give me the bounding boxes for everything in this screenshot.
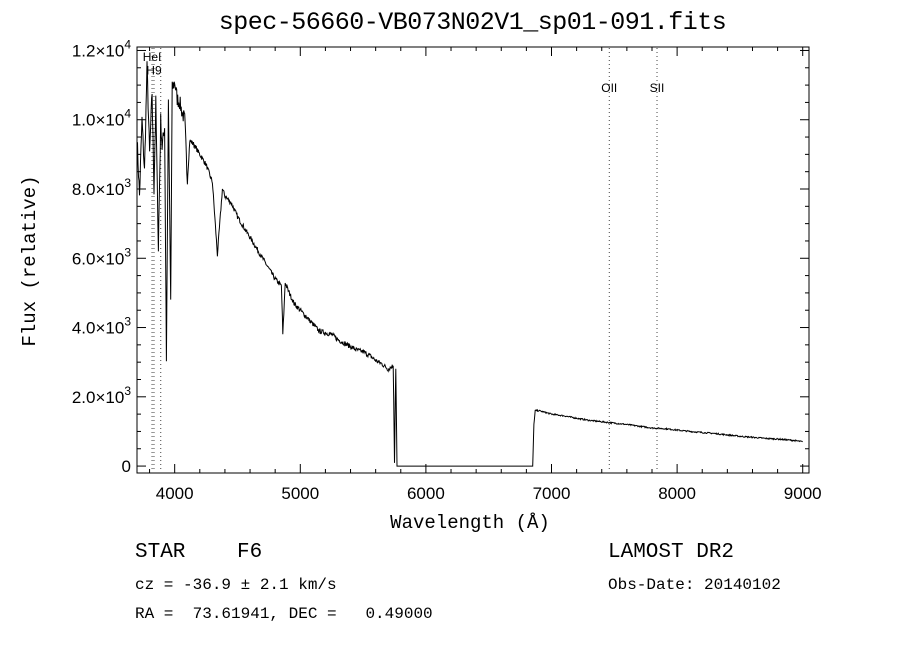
y-tick-label: 1.0×104 bbox=[72, 107, 131, 130]
y-tick-label: 1.2×104 bbox=[72, 37, 131, 60]
line-marker-label: H9 bbox=[146, 64, 162, 78]
object-class: STAR bbox=[135, 541, 186, 564]
obs-date: Obs-Date: 20140102 bbox=[608, 576, 781, 594]
x-tick-label: 7000 bbox=[533, 484, 571, 503]
plot-frame bbox=[136, 46, 810, 474]
x-tick-label: 5000 bbox=[281, 484, 319, 503]
x-tick-label: 6000 bbox=[407, 484, 445, 503]
line-marker-label: SII bbox=[650, 81, 665, 95]
spectrum-line bbox=[136, 61, 803, 467]
object-subclass: F6 bbox=[237, 541, 263, 564]
y-tick-label: 0 bbox=[122, 457, 131, 476]
line-marker-label: OII bbox=[601, 81, 617, 95]
x-tick-label: 8000 bbox=[658, 484, 696, 503]
redshift-text: cz = -36.9 ± 2.1 km/s bbox=[135, 576, 337, 594]
y-tick-label: 6.0×103 bbox=[72, 245, 131, 268]
coordinates-text: RA = 73.61941, DEC = 0.49000 bbox=[135, 605, 433, 623]
survey-name: LAMOST DR2 bbox=[608, 541, 735, 564]
x-tick-label: 4000 bbox=[156, 484, 194, 503]
x-axis-label: Wavelength (Å) bbox=[390, 512, 550, 534]
chart-title: spec-56660-VB073N02V1_sp01-091.fits bbox=[218, 8, 727, 37]
y-tick-label: 4.0×103 bbox=[72, 315, 131, 338]
x-tick-label: 9000 bbox=[784, 484, 822, 503]
y-tick-label: 8.0×103 bbox=[72, 176, 131, 199]
y-tick-label: 2.0×103 bbox=[72, 384, 131, 407]
line-marker-label: HeI bbox=[143, 50, 162, 64]
